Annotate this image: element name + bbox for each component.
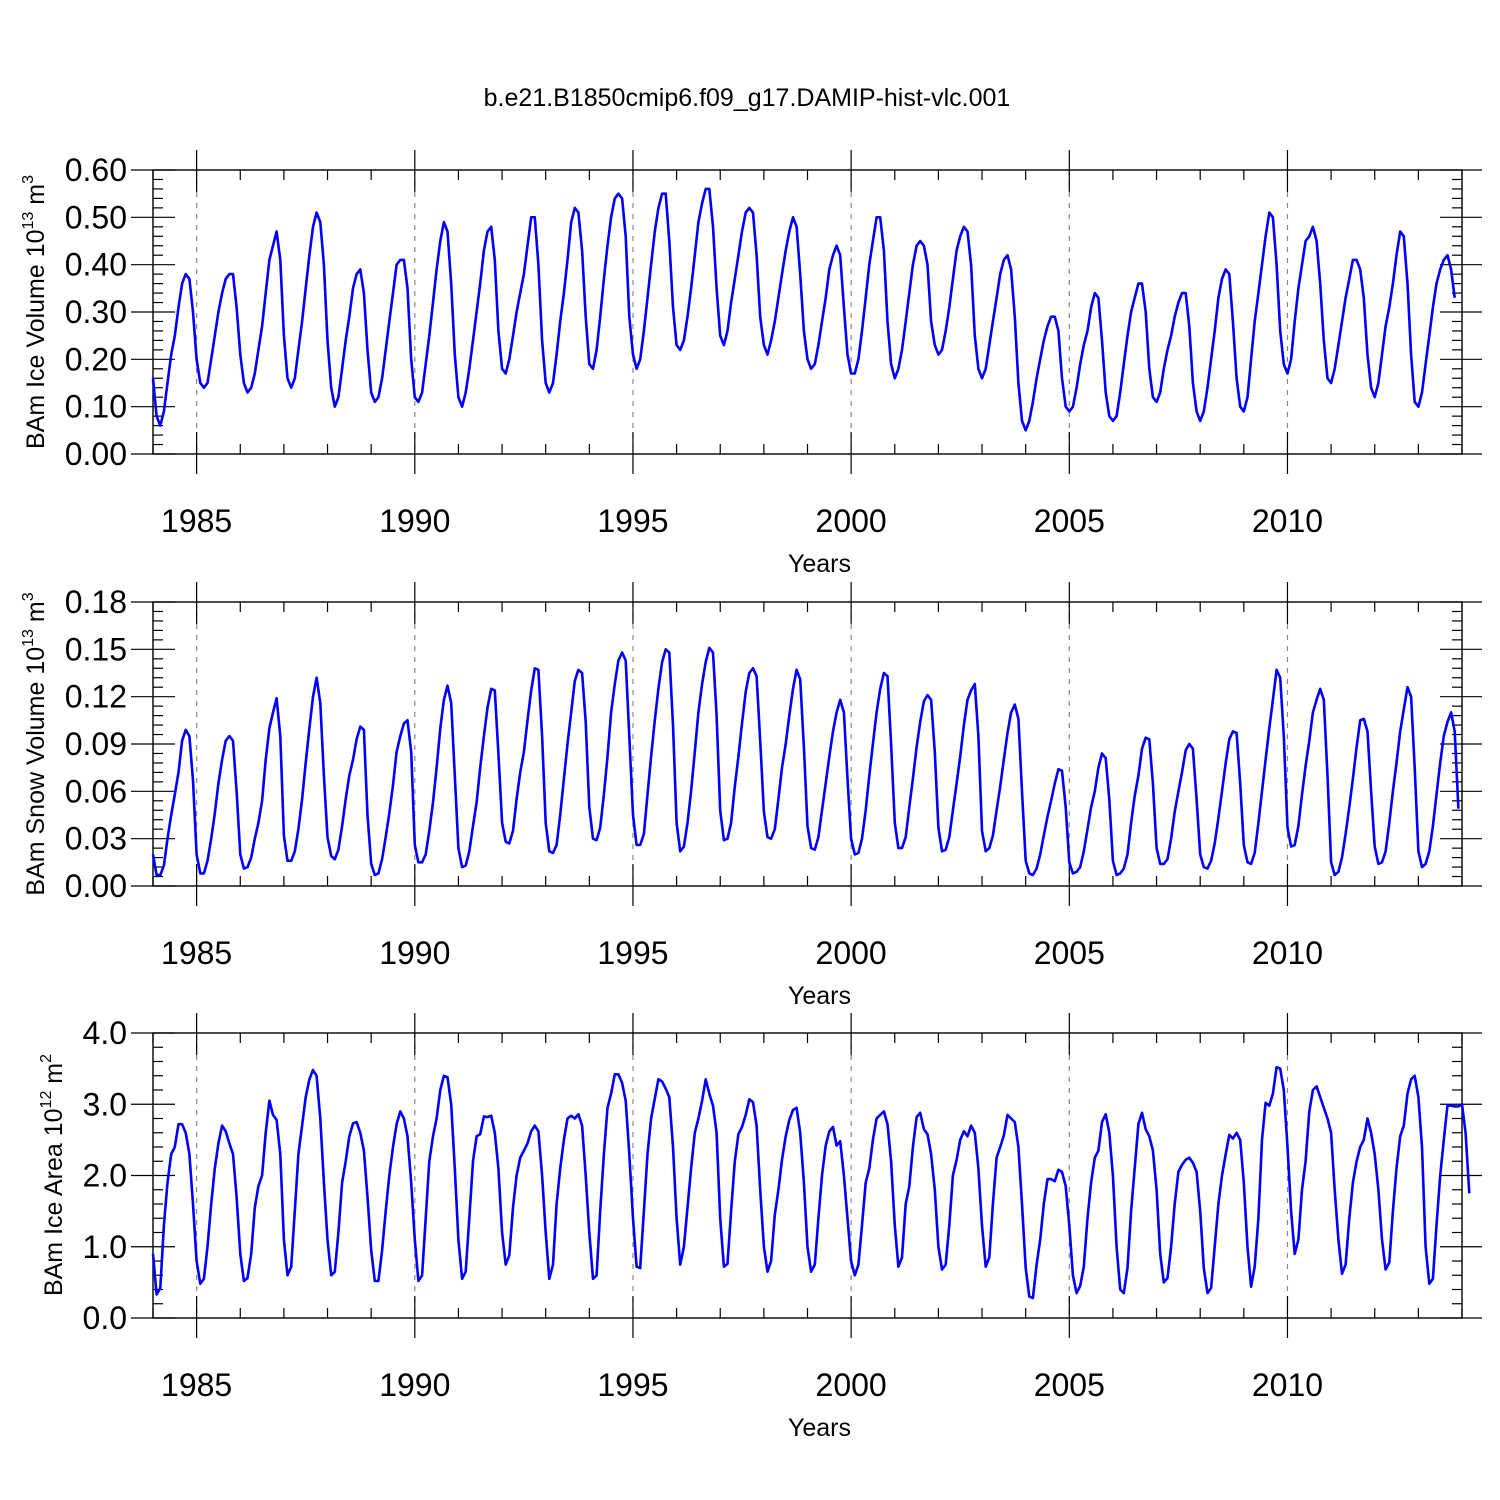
x-tick-label: 1990 [379, 503, 450, 539]
x-tick-label: 1985 [161, 1367, 232, 1403]
x-axis-label: Years [788, 1414, 851, 1442]
y-tick-label: 0.18 [65, 584, 127, 620]
panel-2: 1985 1990 1995 2000 2005 2010 0.00 0.03 0.06 0.09… [20, 582, 1482, 1010]
x-tick-label: 2010 [1252, 935, 1323, 971]
y-tick-label: 2.0 [83, 1158, 127, 1194]
y-tick-label: 0.60 [65, 152, 127, 188]
y-tick-label: 0.50 [65, 199, 127, 235]
y-axis-label: BAm Ice Volume 1013 m3 [20, 175, 50, 449]
x-axis-label: Years [788, 982, 851, 1010]
x-axis-label: Years [788, 550, 851, 578]
x-tick-label: 1990 [379, 1367, 450, 1403]
panel-1: 1985 1990 1995 2000 2005 2010 0.00 0.10 0.20 0.30… [20, 150, 1482, 578]
x-tick-label: 1995 [597, 935, 668, 971]
series-line [151, 187, 1456, 432]
y-tick-label: 0.15 [65, 631, 127, 667]
y-tick-label: 0.20 [65, 341, 127, 377]
y-axis-label: BAm Snow Volume 1013 m3 [20, 592, 50, 895]
x-tick-label: 2000 [816, 503, 887, 539]
y-tick-label: 3.0 [83, 1086, 127, 1122]
y-tick-label: 0.06 [65, 773, 127, 809]
y-tick-label: 0.10 [65, 389, 127, 425]
figure-title: b.e21.B1850cmip6.f09_g17.DAMIP-hist-vlc.… [484, 84, 1011, 112]
x-tick-label: 1985 [161, 503, 232, 539]
y-tick-label: 0.00 [65, 436, 127, 472]
series-line [151, 1065, 1471, 1300]
y-tick-label: 0.40 [65, 247, 127, 283]
y-tick-label: 0.00 [65, 868, 127, 904]
y-tick-label: 4.0 [83, 1015, 127, 1051]
x-tick-label: 2005 [1034, 935, 1105, 971]
x-tick-label: 1995 [597, 503, 668, 539]
y-tick-label: 0.09 [65, 726, 127, 762]
plot-frame [152, 1032, 1463, 1319]
series-line [151, 646, 1460, 877]
y-tick-label: 0.03 [65, 821, 127, 857]
x-tick-label: 1985 [161, 935, 232, 971]
panel-3: 1985 1990 1995 2000 2005 2010 0.0 1.0 2.0 3.0 4.0 Y… [38, 1013, 1482, 1442]
x-tick-label: 1995 [597, 1367, 668, 1403]
plot-frame [152, 169, 1463, 455]
x-tick-label: 2010 [1252, 1367, 1323, 1403]
y-tick-label: 0.12 [65, 679, 127, 715]
y-tick-label: 1.0 [83, 1229, 127, 1265]
x-tick-label: 2000 [816, 935, 887, 971]
y-tick-label: 0.30 [65, 294, 127, 330]
x-tick-label: 2005 [1034, 503, 1105, 539]
y-tick-label: 0.0 [83, 1300, 127, 1336]
x-tick-label: 2000 [816, 1367, 887, 1403]
y-axis-label: BAm Ice Area 1012 m2 [38, 1054, 68, 1296]
plot-frame [152, 601, 1463, 887]
x-tick-label: 2005 [1034, 1367, 1105, 1403]
x-tick-label: 1990 [379, 935, 450, 971]
x-tick-label: 2010 [1252, 503, 1323, 539]
